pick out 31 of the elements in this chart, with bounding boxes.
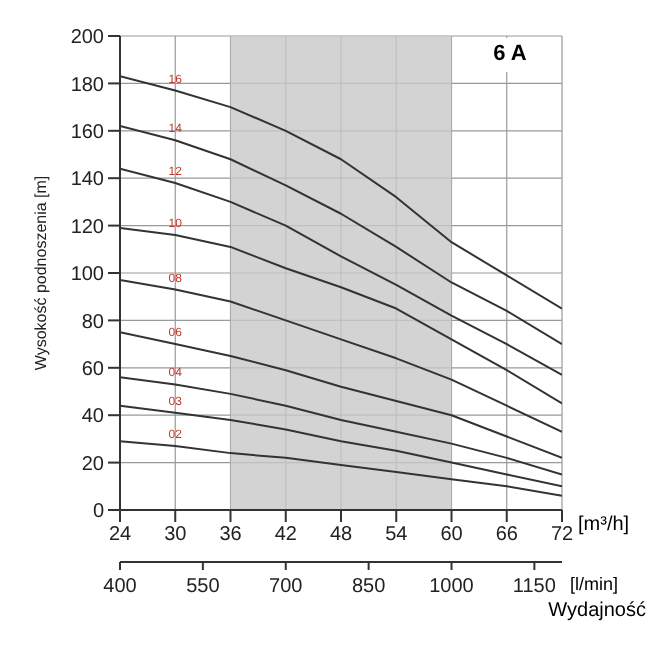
y-tick-label: 0 (92, 501, 105, 524)
y-tick-label: 140 (70, 169, 105, 192)
y-axis-title: Wysokość podnoszenia [m] (31, 175, 50, 371)
x2-tick-label: 850 (351, 576, 387, 598)
x-tick-label: 60 (440, 524, 464, 547)
y-tick-label: 100 (70, 264, 105, 287)
x-tick-label: 54 (385, 524, 409, 547)
x2-tick-label: 1000 (429, 576, 475, 598)
chart-title: 6 A (460, 38, 560, 72)
x-tick-label: 36 (219, 524, 243, 547)
y-tick-label: 20 (81, 453, 105, 476)
x-axis-title: [m³/h] (578, 514, 630, 536)
x-tick-label: 72 (550, 524, 574, 547)
x2-tick-label: 1150 (512, 576, 557, 598)
y-tick-label: 200 (70, 27, 105, 50)
text: Wydajność (548, 600, 646, 622)
x-tick-label: 66 (495, 524, 519, 547)
y-tick-label: 80 (81, 311, 105, 334)
x2-tick-label: 400 (103, 576, 138, 598)
x-tick-label: 48 (329, 524, 353, 547)
x-tick-label: 42 (274, 524, 298, 547)
x2-tick-label: 550 (186, 576, 221, 598)
y-tick-label: 40 (81, 406, 105, 429)
x-tick-label: 24 (108, 524, 132, 547)
y-tick-label: 60 (81, 358, 105, 381)
x2-axis-title: [l/min] (570, 574, 619, 594)
x2-tick-label: 700 (269, 576, 304, 598)
y-tick-label: 120 (70, 216, 105, 239)
y-tick-label: 160 (70, 121, 105, 144)
x-tick-label: 30 (164, 524, 188, 547)
y-tick-label: 180 (70, 74, 105, 97)
